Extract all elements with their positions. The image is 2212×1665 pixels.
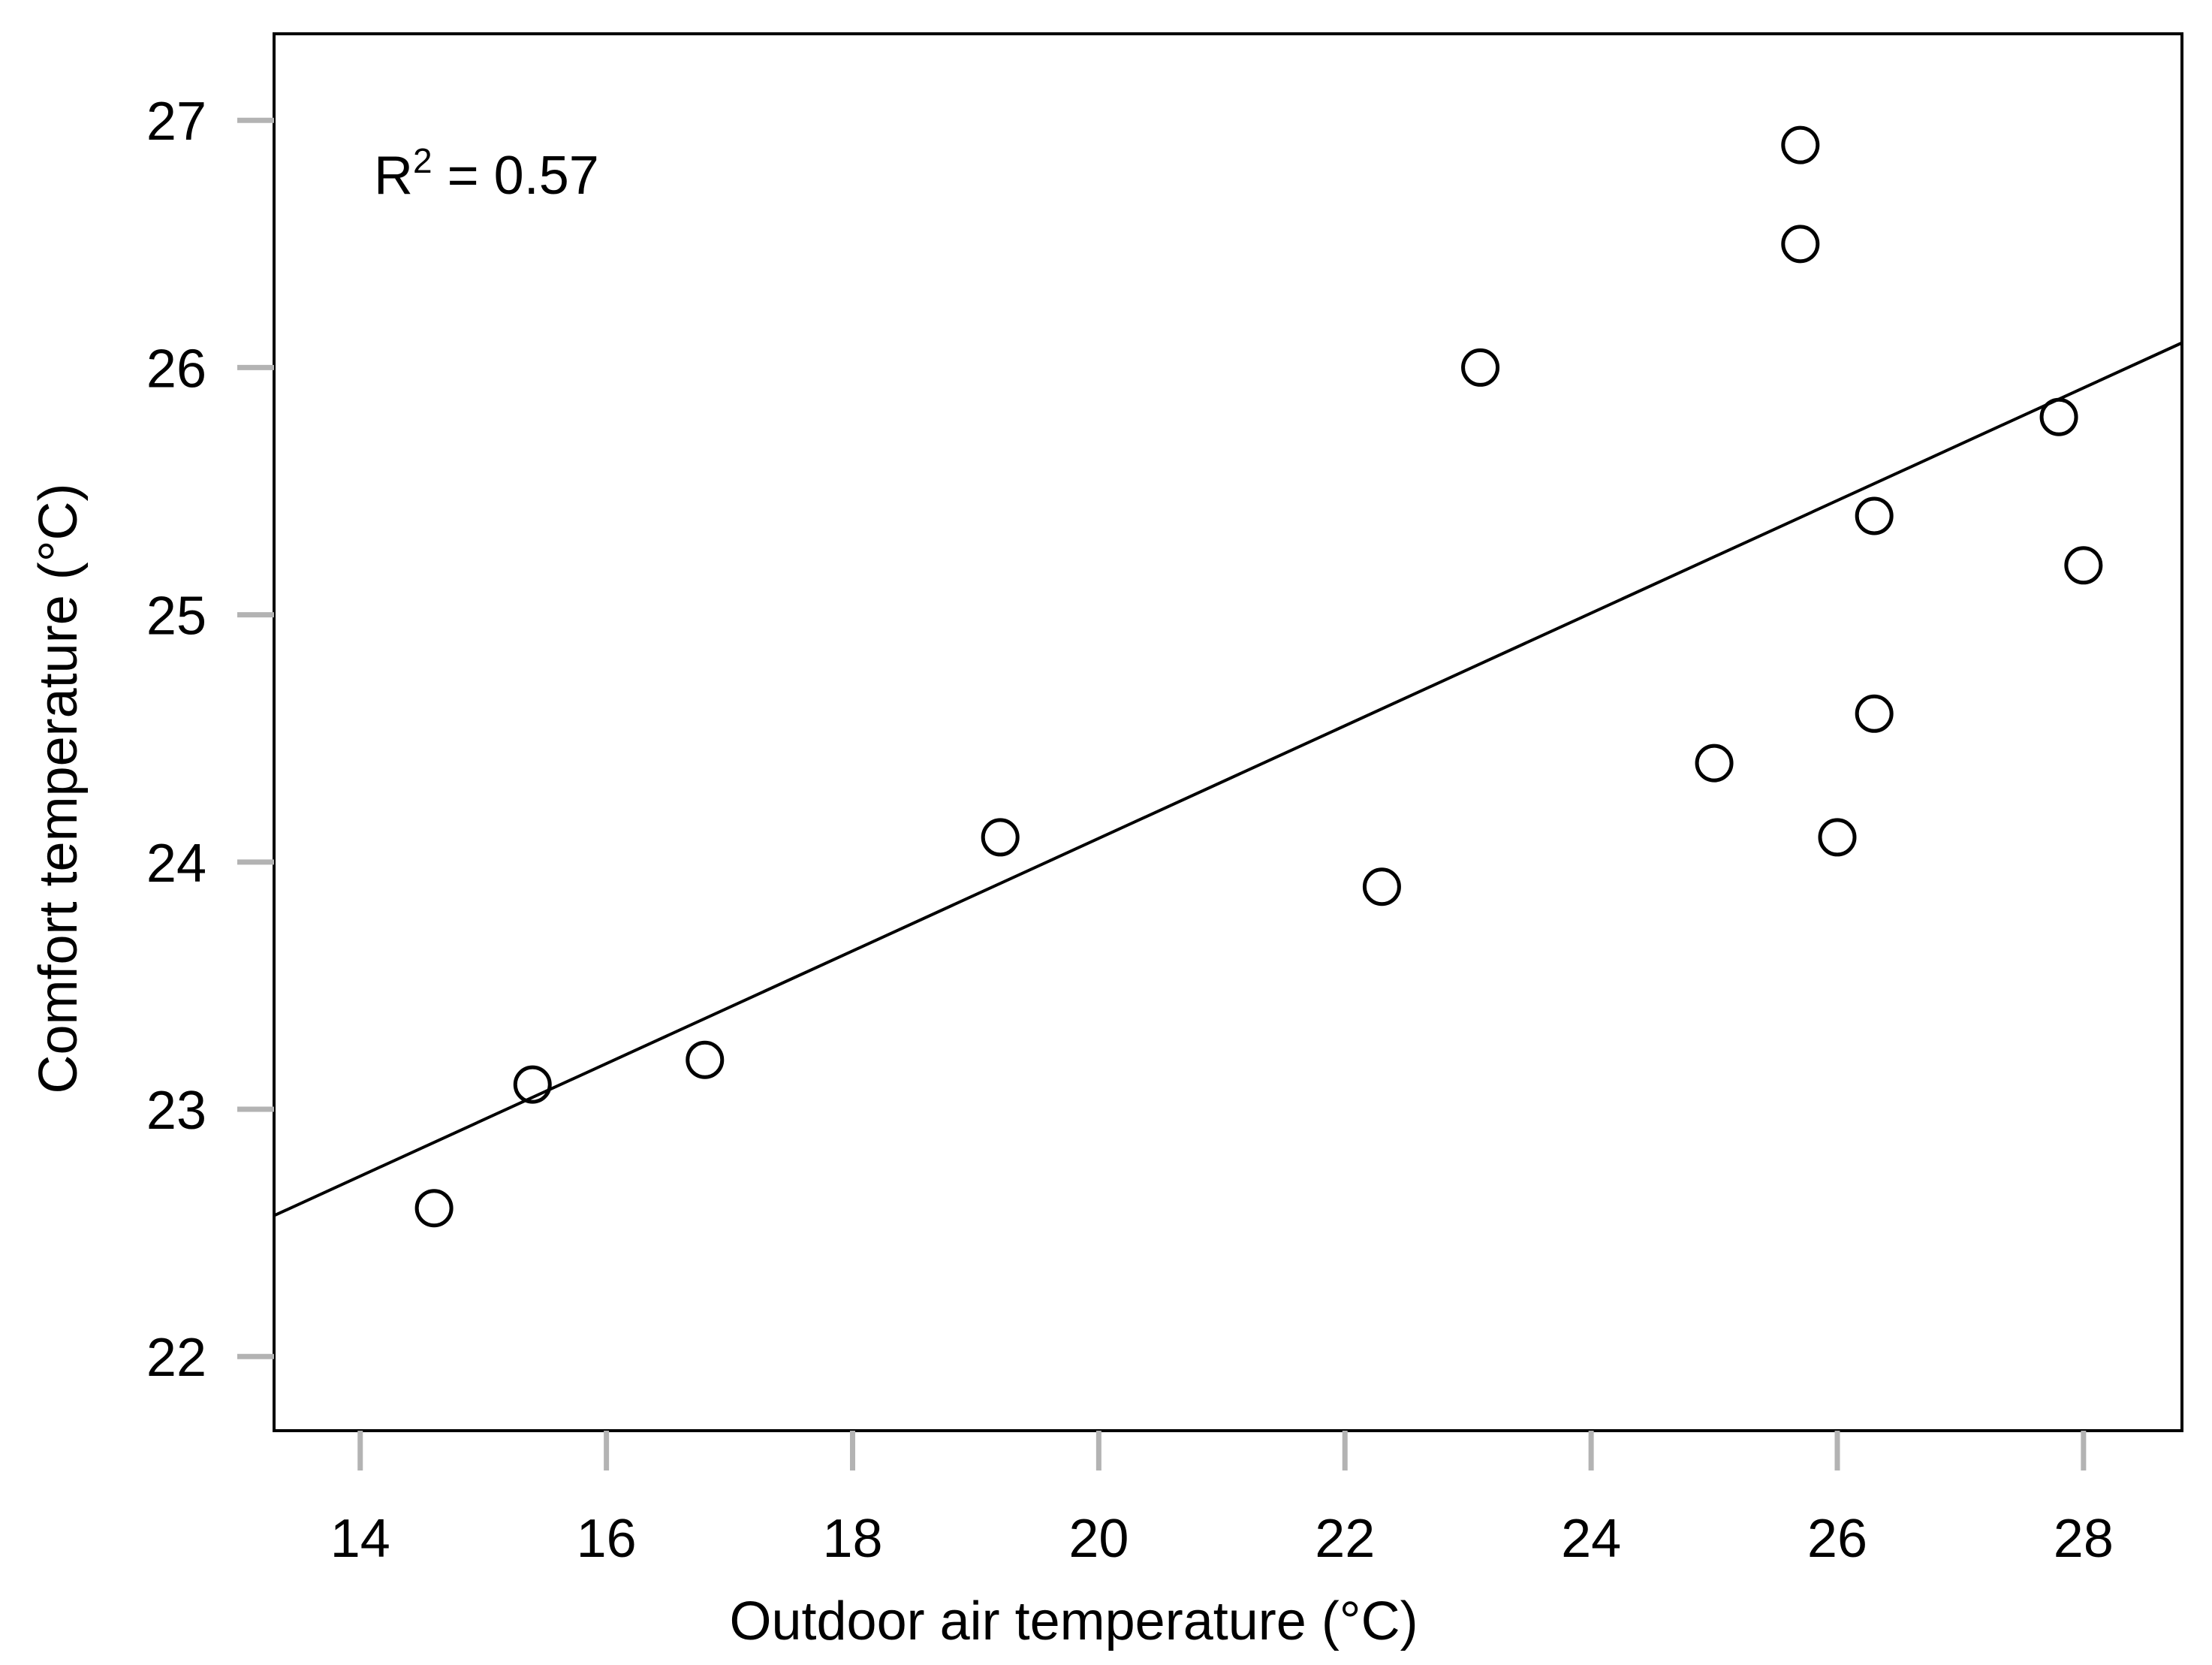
r-squared-value: = 0.57: [432, 146, 599, 206]
y-axis-title: Comfort temperature (°C): [29, 484, 89, 1094]
x-tick-label: 16: [577, 1509, 637, 1569]
y-tick-label: 24: [146, 834, 206, 894]
x-axis-ticks: 14 16 18 20 22 24 26 28: [330, 1431, 2114, 1569]
r-squared-label: R: [374, 146, 413, 206]
data-point: [1461, 348, 1500, 387]
data-point: [513, 1065, 552, 1104]
y-tick-label: 22: [146, 1328, 206, 1388]
data-point: [1781, 225, 1820, 264]
data-points: [414, 125, 2103, 1228]
data-point: [981, 818, 1020, 857]
x-tick-label: 26: [1807, 1509, 1867, 1569]
data-point: [1695, 744, 1734, 783]
data-point: [414, 1189, 454, 1228]
data-point: [2039, 397, 2078, 436]
regression-line: [273, 341, 2183, 1217]
data-point: [686, 1040, 725, 1079]
r-squared-superscript: 2: [413, 141, 432, 180]
data-point: [1855, 694, 1894, 733]
plot-frame: [273, 32, 2183, 1432]
x-axis-title: Outdoor air temperature (°C): [729, 1591, 1418, 1651]
x-tick-label: 22: [1315, 1509, 1375, 1569]
y-axis-ticks: 22 23 24 25 26 27: [146, 92, 274, 1388]
x-tick-label: 24: [1561, 1509, 1621, 1569]
x-tick-label: 28: [2054, 1509, 2114, 1569]
x-tick-label: 14: [330, 1509, 390, 1569]
data-point: [1818, 818, 1857, 857]
y-tick-label: 25: [146, 587, 206, 647]
x-tick-label: 20: [1068, 1509, 1129, 1569]
r-squared-annotation: R2 = 0.57: [374, 141, 599, 206]
y-tick-label: 27: [146, 92, 206, 152]
data-point: [1855, 496, 1894, 535]
x-tick-label: 18: [822, 1509, 882, 1569]
y-tick-label: 23: [146, 1081, 206, 1141]
data-point: [1781, 125, 1820, 164]
data-point: [1362, 867, 1401, 906]
y-tick-label: 26: [146, 339, 206, 399]
data-point: [2064, 546, 2103, 585]
